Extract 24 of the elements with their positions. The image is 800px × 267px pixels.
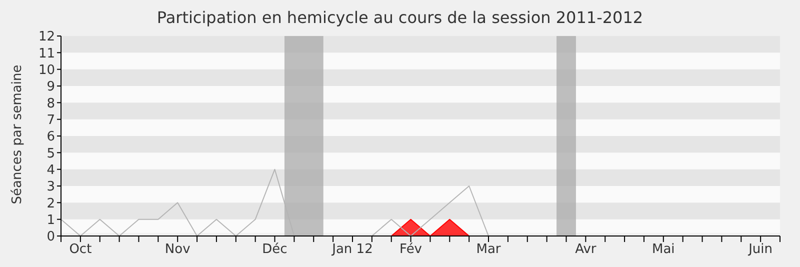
x-tick-label: Déc — [262, 242, 288, 258]
y-tick-label: 7 — [46, 112, 55, 128]
y-tick-label: 9 — [46, 80, 55, 95]
y-tick-label: 5 — [46, 146, 55, 162]
y-tick-label: 11 — [38, 46, 55, 62]
y-tick-label: 3 — [46, 180, 55, 195]
x-tick-label: Mar — [476, 242, 502, 258]
y-axis-title: Séances par semaine — [10, 64, 26, 204]
x-tick-label: Jan 12 — [331, 242, 373, 258]
y-tick-label: 12 — [38, 30, 55, 45]
y-tick-label: 6 — [46, 130, 55, 145]
x-tick-label: Fév — [400, 242, 422, 258]
x-tick-label: Nov — [164, 242, 191, 258]
x-tick-label: Oct — [69, 242, 92, 258]
x-tick-label: Avr — [575, 242, 597, 258]
x-tick-label: Juin — [748, 242, 773, 258]
y-tick-label: 0 — [46, 230, 55, 245]
y-tick-label: 1 — [46, 212, 55, 228]
y-tick-label: 8 — [46, 96, 55, 112]
y-tick-label: 2 — [46, 196, 55, 212]
y-tick-label: 4 — [46, 162, 55, 178]
chart-title: Participation en hemicycle au cours de la session 2011-2012 — [156, 8, 644, 27]
x-tick-label: Mai — [652, 242, 675, 258]
y-tick-label: 10 — [38, 62, 55, 78]
